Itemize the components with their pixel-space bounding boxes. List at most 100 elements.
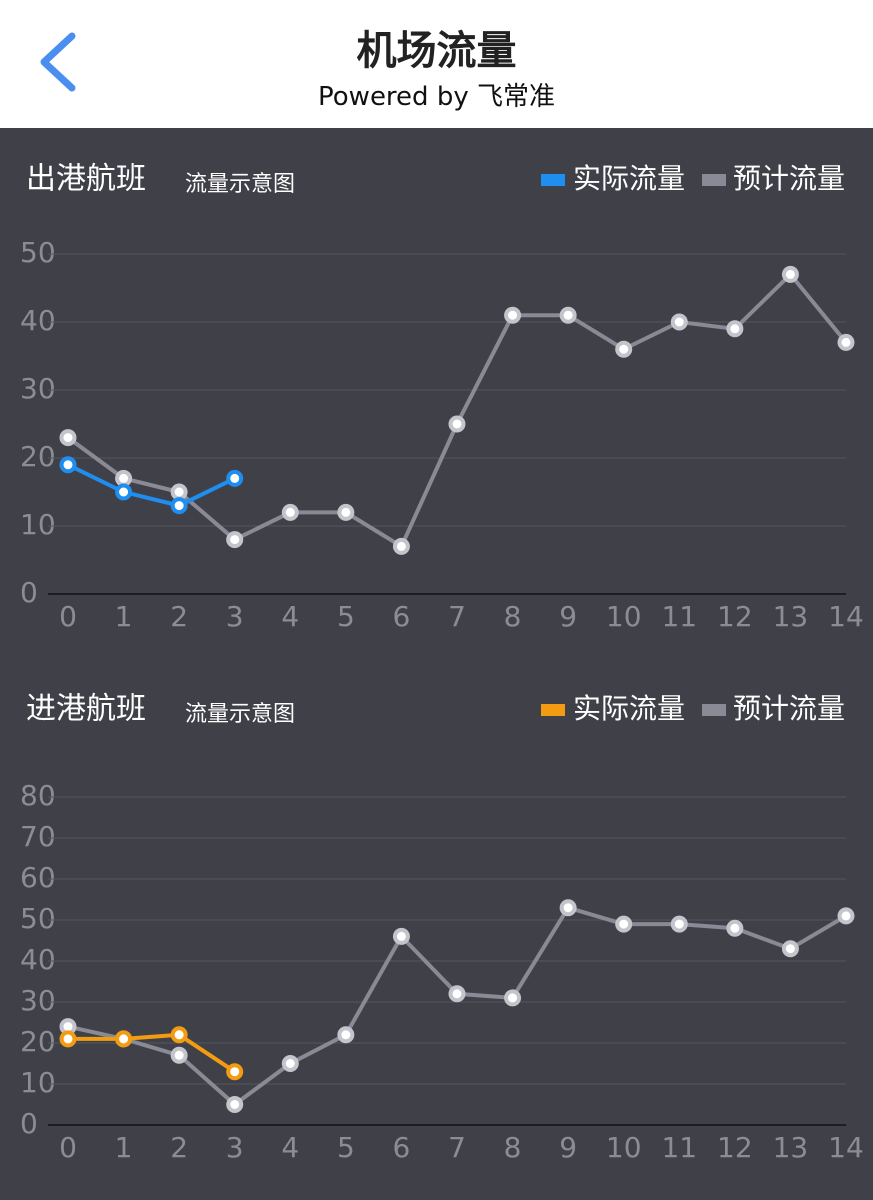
y-tick-label: 20 [20,1025,56,1058]
y-tick-label: 0 [20,576,38,609]
legend-swatch [541,174,565,186]
x-tick-label: 12 [717,1131,753,1164]
x-tick-label: 14 [828,1131,864,1164]
x-tick-label: 0 [59,1131,77,1164]
y-tick-label: 0 [20,1107,38,1140]
data-point [726,320,744,338]
x-tick-label: 6 [393,1131,411,1164]
legend-label: 预计流量 [733,692,845,725]
x-tick-label: 10 [606,600,642,633]
data-point [170,1046,188,1064]
data-point [170,497,188,515]
x-tick-label: 11 [661,1131,697,1164]
y-tick-label: 30 [20,984,56,1017]
x-tick-label: 12 [717,600,753,633]
x-tick-label: 5 [337,600,355,633]
data-point [781,940,799,958]
series-line [67,463,236,508]
x-tick-label: 3 [226,600,244,633]
x-tick-label: 13 [773,1131,809,1164]
data-point [115,469,133,487]
y-tick-label: 70 [20,820,56,853]
x-tick-label: 2 [170,600,188,633]
y-tick-label: 30 [20,372,56,405]
header-title: 机场流量 [356,28,517,74]
x-tick-label: 7 [448,600,466,633]
y-tick-label: 50 [20,236,56,269]
x-tick-label: 14 [828,600,864,633]
data-point [337,1026,355,1044]
header: 机场流量 Powered by 飞常准 [0,0,873,128]
legend-label: 实际流量 [573,162,685,195]
y-tick-label: 80 [20,779,56,812]
data-point [337,503,355,521]
data-point [504,989,522,1007]
y-tick-label: 50 [20,902,56,935]
y-tick-label: 60 [20,861,56,894]
data-point [670,915,688,933]
x-tick-label: 2 [170,1131,188,1164]
data-point [170,1026,188,1044]
legend-label: 实际流量 [573,692,685,725]
chart-subtitle: 流量示意图 [185,172,295,197]
data-point [559,899,577,917]
data-point [115,483,133,501]
data-point [115,1030,133,1048]
data-point [59,429,77,447]
data-point [281,1055,299,1072]
data-point [392,537,410,555]
data-point [615,340,633,358]
x-tick-label: 9 [559,600,577,633]
x-tick-label: 4 [281,1131,299,1164]
x-tick-label: 7 [448,1131,466,1164]
data-point [670,313,688,331]
data-point [59,456,77,474]
back-button[interactable] [34,30,84,96]
data-point [837,333,855,351]
x-tick-label: 9 [559,1131,577,1164]
data-point [726,919,744,937]
x-tick-label: 13 [773,600,809,633]
y-tick-label: 10 [20,508,56,541]
x-tick-label: 0 [59,600,77,633]
chart-title: 出港航班 [26,162,146,197]
y-tick-label: 40 [20,943,56,976]
y-tick-label: 40 [20,304,56,337]
data-point [226,1096,244,1113]
x-tick-label: 3 [226,1131,244,1164]
chart-subtitle: 流量示意图 [185,702,295,727]
data-point [504,306,522,324]
x-tick-label: 5 [337,1131,355,1164]
x-tick-label: 4 [281,600,299,633]
legend-label: 预计流量 [733,162,845,195]
series-line [68,1032,236,1074]
data-point [559,306,577,324]
header-subtitle: Powered by 飞常准 [318,82,555,112]
legend-swatch [702,174,726,186]
data-point [781,265,799,283]
data-point [281,503,299,521]
data-point [59,1030,77,1048]
x-tick-label: 1 [115,600,133,633]
data-point [448,415,466,433]
data-point [392,927,410,945]
data-point [226,531,244,549]
data-point [170,483,188,501]
data-point [615,915,633,933]
x-tick-label: 6 [393,600,411,633]
x-tick-label: 8 [504,600,522,633]
legend-swatch [702,704,726,716]
data-point [226,1063,244,1081]
x-tick-label: 11 [661,600,697,633]
data-point [448,985,466,1003]
y-tick-label: 10 [20,1066,56,1099]
data-point [837,907,855,925]
chart-title: 进港航班 [26,692,146,727]
x-tick-label: 8 [504,1131,522,1164]
x-tick-label: 10 [606,1131,642,1164]
legend-swatch [541,704,565,716]
data-point [226,469,244,487]
x-tick-label: 1 [115,1131,133,1164]
